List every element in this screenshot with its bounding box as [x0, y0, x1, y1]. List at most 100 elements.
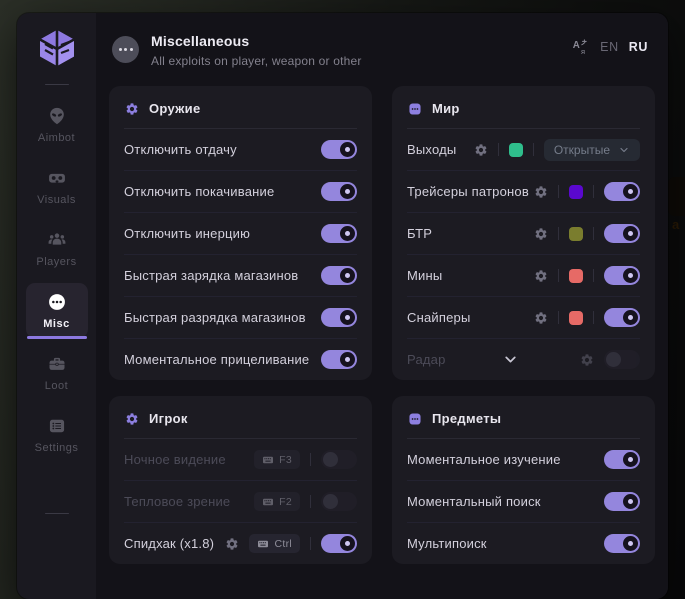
sidebar-item-label: Loot	[44, 380, 69, 392]
toggle[interactable]	[321, 450, 357, 469]
feature-label: Мультипоиск	[407, 536, 487, 551]
gear-icon[interactable]	[534, 311, 548, 325]
toggle-knob	[623, 226, 638, 241]
hotkey-badge[interactable]: F2	[254, 492, 300, 511]
toggle[interactable]	[321, 266, 357, 285]
ellipsis-avatar-icon	[112, 36, 139, 63]
section-title: Мир	[432, 101, 460, 116]
sidebar-item-players[interactable]: Players	[26, 221, 88, 276]
color-swatch[interactable]	[569, 310, 583, 325]
toggle[interactable]	[604, 350, 640, 369]
lang-option-en[interactable]: EN	[600, 40, 619, 54]
sidebar: Aimbot Visuals Players Misc Loot Settings	[17, 13, 96, 599]
row-controls	[321, 140, 357, 159]
row-controls	[604, 492, 640, 511]
color-swatch[interactable]	[508, 142, 523, 157]
section-title: Предметы	[432, 411, 502, 426]
section-rows: Ночное видение F3 Тепловое зрение F2 Спидхак…	[124, 439, 357, 564]
toggle[interactable]	[321, 182, 357, 201]
toggle-knob	[623, 268, 638, 283]
toggle[interactable]	[321, 534, 357, 553]
toggle[interactable]	[321, 308, 357, 327]
toggle[interactable]	[604, 224, 640, 243]
sidebar-item-visuals[interactable]: Visuals	[26, 159, 88, 214]
separator	[593, 227, 594, 240]
section-header: Оружие	[124, 86, 357, 128]
feature-label: Моментальное изучение	[407, 452, 561, 467]
feature-row: БТР	[407, 212, 640, 254]
row-controls	[534, 308, 640, 327]
hotkey-badge[interactable]: F3	[254, 450, 300, 469]
feature-label: Отключить покачивание	[124, 184, 275, 199]
section-header: Предметы	[407, 396, 640, 438]
chevron-down-icon[interactable]	[502, 351, 519, 368]
toggle[interactable]	[604, 182, 640, 201]
section-divider	[124, 438, 357, 439]
sidebar-item-loot[interactable]: Loot	[26, 345, 88, 400]
background-glyph: a	[672, 217, 680, 232]
row-controls	[321, 350, 357, 369]
toggle[interactable]	[321, 224, 357, 243]
feature-row: Отключить инерцию	[124, 212, 357, 254]
gear-icon[interactable]	[534, 269, 548, 283]
toggle[interactable]	[604, 308, 640, 327]
toggle[interactable]	[604, 534, 640, 553]
feature-label: Быстрая разрядка магазинов	[124, 310, 306, 325]
page-title: Miscellaneous	[151, 33, 250, 49]
people-icon	[47, 230, 67, 250]
dots-badge-icon	[408, 412, 422, 426]
gear-icon[interactable]	[534, 185, 548, 199]
toggle-knob	[340, 142, 355, 157]
sidebar-item-aimbot[interactable]: Aimbot	[26, 97, 88, 152]
hotkey-label: F2	[279, 495, 292, 508]
separator	[593, 269, 594, 282]
content-grid: Оружие Отключить отдачу Отключить покачива…	[96, 78, 668, 599]
toggle[interactable]	[604, 266, 640, 285]
feature-row: Мультипоиск	[407, 522, 640, 564]
toggle[interactable]	[604, 450, 640, 469]
toggle[interactable]	[321, 492, 357, 511]
app-logo-icon	[37, 28, 77, 68]
toggle-knob	[340, 536, 355, 551]
gear-icon[interactable]	[225, 537, 239, 551]
sidebar-item-label: Misc	[43, 318, 70, 330]
feature-label: Быстрая зарядка магазинов	[124, 268, 299, 283]
section-title: Игрок	[149, 411, 188, 426]
section-divider	[407, 128, 640, 129]
hotkey-label: F3	[279, 453, 292, 466]
separator	[310, 537, 311, 550]
gear-icon[interactable]	[474, 143, 488, 157]
feature-row: Выходы Открытые	[407, 129, 640, 170]
gear-icon[interactable]	[534, 227, 548, 241]
feature-label: Спидхак (x1.8)	[124, 536, 215, 551]
page-header: Miscellaneous All exploits on player, we…	[96, 13, 668, 78]
hotkey-badge[interactable]: Ctrl	[249, 534, 300, 553]
main-panel: Miscellaneous All exploits on player, we…	[96, 13, 668, 599]
toggle[interactable]	[604, 492, 640, 511]
separator	[593, 311, 594, 324]
briefcase-icon	[47, 354, 67, 374]
color-swatch[interactable]	[569, 268, 583, 283]
row-controls	[604, 450, 640, 469]
ellipsis-circle-icon	[47, 292, 67, 312]
sidebar-item-settings[interactable]: Settings	[26, 407, 88, 462]
toggle-knob	[323, 452, 338, 467]
section-player: Игрок Ночное видение F3 Тепловое зрение F2 Сп…	[109, 396, 372, 564]
row-controls: Открытые	[474, 138, 640, 161]
color-swatch[interactable]	[569, 184, 583, 199]
sidebar-item-label: Settings	[34, 442, 79, 454]
dropdown[interactable]: Открытые	[543, 138, 640, 161]
keyboard-icon	[257, 538, 269, 550]
gear-icon[interactable]	[580, 353, 594, 367]
toggle[interactable]	[321, 140, 357, 159]
section-rows: Моментальное изучение Моментальный поиск М…	[407, 439, 640, 564]
separator	[558, 227, 559, 240]
toggle[interactable]	[321, 350, 357, 369]
feature-row: Мины	[407, 254, 640, 296]
row-controls: F2	[254, 492, 357, 511]
lang-option-ru[interactable]: RU	[628, 40, 648, 54]
svg-text:я: я	[581, 47, 585, 56]
sidebar-item-misc[interactable]: Misc	[25, 283, 88, 339]
color-swatch[interactable]	[569, 226, 583, 241]
dots-badge-icon	[408, 102, 422, 116]
